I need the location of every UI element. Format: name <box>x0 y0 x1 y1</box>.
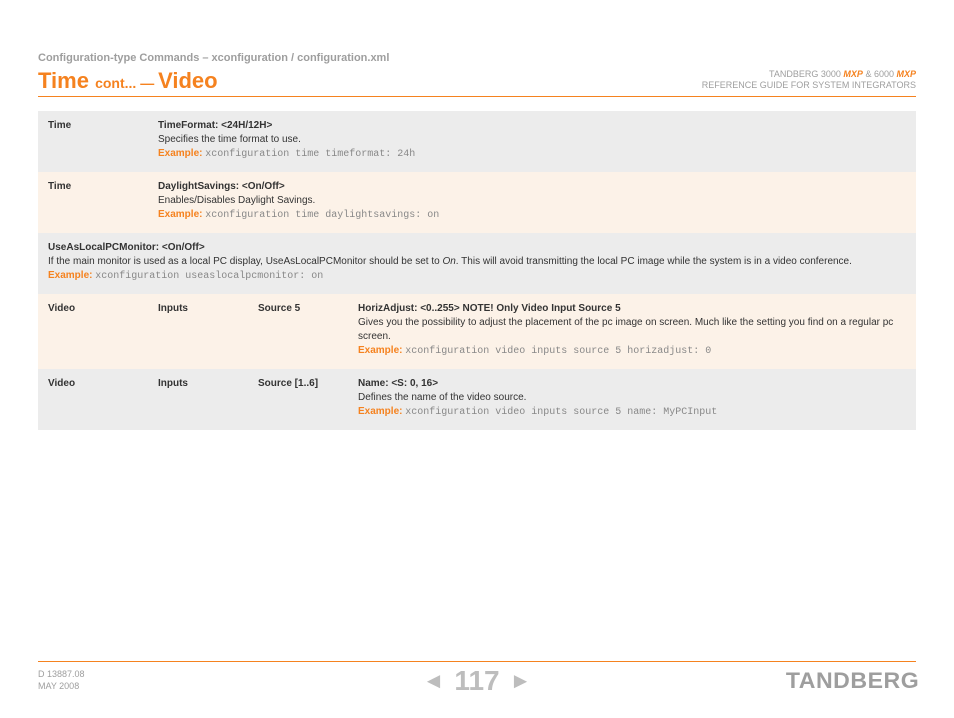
title-sep: — <box>136 75 158 91</box>
desc: Gives you the possibility to adjust the … <box>358 317 893 342</box>
table-row: Video Inputs Source [1..6] Name: <S: 0, … <box>38 369 916 430</box>
cell-c2: Inputs <box>148 294 248 369</box>
desc: Defines the name of the video source. <box>358 392 526 403</box>
footer-rule <box>38 661 916 662</box>
desc: If the main monitor is used as a local P… <box>48 256 852 267</box>
cell-desc: DaylightSavings: <On/Off> Enables/Disabl… <box>148 172 916 233</box>
example-label: Example: <box>358 345 402 356</box>
example-code: xconfiguration video inputs source 5 hor… <box>405 346 711 357</box>
cell-c3: Source [1..6] <box>248 369 348 430</box>
mxp-2: MXP <box>896 69 916 79</box>
breadcrumb: Configuration-type Commands – xconfigura… <box>38 52 916 64</box>
header-right: TANDBERG 3000 MXP & 6000 MXP REFERENCE G… <box>702 69 916 94</box>
product-b: & 6000 <box>865 69 894 79</box>
table-row: Time TimeFormat: <24H/12H> Specifies the… <box>38 111 916 172</box>
desc-a: If the main monitor is used as a local P… <box>48 256 442 267</box>
next-arrow-icon[interactable]: ► <box>510 670 532 692</box>
doc-number: D 13887.08 <box>38 669 85 681</box>
doc-date: MAY 2008 <box>38 681 85 693</box>
prev-arrow-icon[interactable]: ◄ <box>423 670 445 692</box>
table-row: Video Inputs Source 5 HorizAdjust: <0..2… <box>38 294 916 369</box>
desc: Specifies the time format to use. <box>158 134 301 145</box>
example-label: Example: <box>158 209 202 220</box>
cell-c3: Source 5 <box>248 294 348 369</box>
example-code: xconfiguration video inputs source 5 nam… <box>405 407 717 418</box>
page-header: Time cont... — Video TANDBERG 3000 MXP &… <box>38 68 916 97</box>
cell-category: Time <box>38 172 148 233</box>
cell-desc: HorizAdjust: <0..255> NOTE! Only Video I… <box>348 294 916 369</box>
desc-b: . This will avoid transmitting the local… <box>456 256 852 267</box>
cell-c1: Video <box>38 294 148 369</box>
cell-full: UseAsLocalPCMonitor: <On/Off> If the mai… <box>38 233 916 294</box>
table-row: Time DaylightSavings: <On/Off> Enables/D… <box>38 172 916 233</box>
example-label: Example: <box>158 148 202 159</box>
product-a: TANDBERG 3000 <box>769 69 841 79</box>
example-code: xconfiguration useaslocalpcmonitor: on <box>95 271 323 282</box>
example-label: Example: <box>48 270 92 281</box>
cell-c1: Video <box>38 369 148 430</box>
pager: ◄ 117 ► <box>423 665 532 697</box>
param: Name: <S: 0, 16> <box>358 378 438 389</box>
page-number: 117 <box>454 665 499 697</box>
doc-id: D 13887.08 MAY 2008 <box>38 669 85 692</box>
table-row-full: UseAsLocalPCMonitor: <On/Off> If the mai… <box>38 233 916 294</box>
subtitle: REFERENCE GUIDE FOR SYSTEM INTEGRATORS <box>702 80 916 92</box>
cell-desc: Name: <S: 0, 16> Defines the name of the… <box>348 369 916 430</box>
param: TimeFormat: <24H/12H> <box>158 120 272 131</box>
title-section: Video <box>158 68 218 93</box>
config-table: Time TimeFormat: <24H/12H> Specifies the… <box>38 111 916 430</box>
example-label: Example: <box>358 406 402 417</box>
title-cont: cont... <box>95 75 136 91</box>
example-code: xconfiguration time daylightsavings: on <box>205 210 439 221</box>
example-code: xconfiguration time timeformat: 24h <box>205 149 415 160</box>
desc: Enables/Disables Daylight Savings. <box>158 195 315 206</box>
title-main: Time <box>38 68 89 93</box>
footer: D 13887.08 MAY 2008 ◄ 117 ► TANDBERG <box>38 661 916 694</box>
desc-i: On <box>442 256 455 267</box>
cell-c2: Inputs <box>148 369 248 430</box>
param: DaylightSavings: <On/Off> <box>158 181 285 192</box>
param: UseAsLocalPCMonitor: <On/Off> <box>48 242 205 253</box>
mxp-1: MXP <box>843 69 863 79</box>
cell-category: Time <box>38 111 148 172</box>
page-title: Time cont... — Video <box>38 68 218 94</box>
brand-logo: TANDBERG <box>786 668 919 694</box>
cell-desc: TimeFormat: <24H/12H> Specifies the time… <box>148 111 916 172</box>
param: HorizAdjust: <0..255> NOTE! Only Video I… <box>358 303 621 314</box>
